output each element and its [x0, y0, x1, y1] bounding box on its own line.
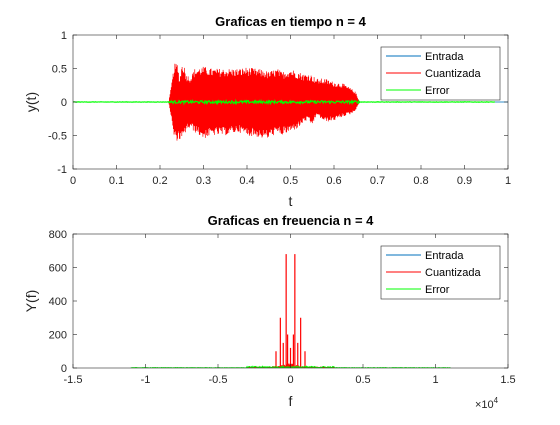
- frequency-legend-label-cuantizada: Cuantizada: [425, 267, 482, 279]
- frequency-x-tick-label: -1: [141, 374, 151, 386]
- time-x-tick-label: 0.2: [152, 175, 167, 187]
- time-y-axis-label: y(t): [23, 92, 39, 112]
- time-x-tick-label: 1: [505, 175, 511, 187]
- time-axes: 0 0.1 0.2 0.3 0.4 0.5 0.6 0.7 0.8 0.9 1 -1 -0.5 0 0.5…: [23, 14, 511, 209]
- frequency-y-tick-label: 600: [49, 263, 67, 275]
- time-x-tick-label: 0.5: [283, 175, 298, 187]
- frequency-x-multiplier-base: ×10: [475, 399, 494, 411]
- time-y-tick-label: -0.5: [48, 131, 67, 143]
- frequency-x-multiplier-exponent: 4: [494, 396, 499, 405]
- frequency-y-tick-label: 200: [49, 330, 67, 342]
- frequency-y-ticks: 0 200 400 600 800: [49, 229, 508, 375]
- time-y-tick-label: 0.5: [52, 64, 67, 76]
- time-x-tick-label: 0.3: [196, 175, 211, 187]
- frequency-y-axis-label: Y(f): [23, 290, 39, 313]
- frequency-x-axis-label: f: [289, 393, 293, 409]
- time-y-tick-label: 0: [61, 97, 67, 109]
- time-legend[interactable]: Entrada Cuantizada Error: [380, 46, 501, 101]
- frequency-axes: -1.5 -1 -0.5 0 0.5 1 1.5 0 200 400 600 800 Grafica…: [23, 213, 516, 411]
- frequency-x-ticks: -1.5 -1 -0.5 0 0.5 1 1.5: [64, 234, 516, 386]
- frequency-x-tick-label: 1.5: [500, 374, 515, 386]
- time-x-ticks: 0 0.1 0.2 0.3 0.4 0.5 0.6 0.7 0.8 0.9 1: [70, 35, 511, 187]
- frequency-y-tick-label: 400: [49, 296, 67, 308]
- frequency-x-tick-label: -1.5: [64, 374, 83, 386]
- time-chart-title: Graficas en tiempo n = 4: [215, 14, 366, 29]
- time-series-error: [73, 98, 496, 106]
- time-legend-label-cuantizada: Cuantizada: [425, 68, 482, 80]
- time-x-tick-label: 0.4: [239, 175, 254, 187]
- frequency-x-tick-label: 1: [432, 374, 438, 386]
- time-x-tick-label: 0.8: [413, 175, 428, 187]
- frequency-y-tick-label: 0: [61, 363, 67, 375]
- time-legend-label-error: Error: [425, 85, 450, 97]
- frequency-y-tick-label: 800: [49, 229, 67, 241]
- time-x-axis-label: t: [289, 193, 293, 209]
- time-x-tick-label: 0: [70, 175, 76, 187]
- time-x-tick-label: 0.7: [370, 175, 385, 187]
- time-x-tick-label: 0.1: [109, 175, 124, 187]
- frequency-legend-label-error: Error: [425, 284, 450, 296]
- time-y-tick-label: 1: [61, 30, 67, 42]
- frequency-x-multiplier: ×104: [475, 396, 499, 411]
- time-y-ticks: -1 -0.5 0 0.5 1: [48, 30, 508, 176]
- time-y-tick-label: -1: [57, 164, 67, 176]
- frequency-x-tick-label: 0: [287, 374, 293, 386]
- frequency-legend[interactable]: Entrada Cuantizada Error: [380, 245, 501, 300]
- frequency-x-tick-label: -0.5: [209, 374, 228, 386]
- time-x-tick-label: 0.9: [457, 175, 472, 187]
- frequency-legend-label-entrada: Entrada: [425, 250, 464, 262]
- frequency-x-tick-label: 0.5: [355, 374, 370, 386]
- frequency-chart-title: Graficas en freuencia n = 4: [208, 213, 375, 228]
- time-series-group: [73, 63, 508, 141]
- time-x-tick-label: 0.6: [326, 175, 341, 187]
- time-legend-label-entrada: Entrada: [425, 51, 464, 63]
